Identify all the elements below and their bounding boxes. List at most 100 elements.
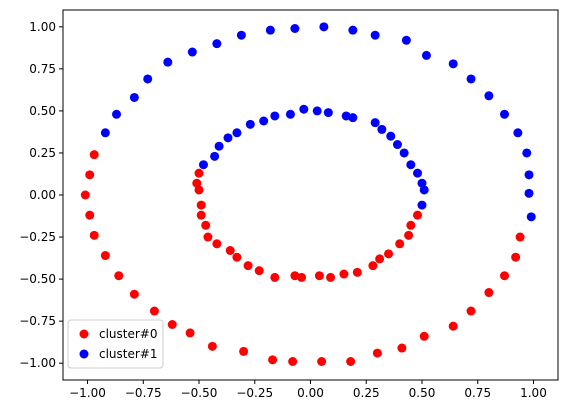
data-point: [232, 128, 242, 138]
data-point: [214, 141, 224, 151]
data-point: [524, 170, 534, 180]
x-axis-ticks: −1.00 −0.75 −0.50 −0.25 0.00 0.25 0.50 0.75 1.00: [69, 380, 547, 400]
data-point: [406, 160, 416, 170]
data-point: [413, 168, 423, 178]
data-point: [348, 25, 358, 35]
data-point: [326, 272, 336, 282]
y-tick-label: −0.50: [19, 272, 56, 286]
data-point: [377, 124, 387, 134]
data-point: [526, 212, 536, 222]
data-point: [484, 91, 494, 101]
y-tick-label: 0.25: [29, 146, 56, 160]
data-point: [268, 355, 278, 365]
data-point: [80, 190, 90, 200]
data-point: [265, 25, 275, 35]
data-point: [522, 148, 532, 158]
legend-marker: [79, 329, 89, 339]
data-point: [348, 113, 358, 123]
data-point: [212, 239, 222, 249]
data-point: [85, 210, 95, 220]
data-point: [196, 200, 206, 210]
data-point: [210, 151, 220, 161]
data-point: [370, 118, 380, 128]
legend: cluster#0 cluster#1: [67, 319, 164, 369]
data-point: [392, 140, 402, 150]
data-point: [312, 106, 322, 116]
data-point: [370, 30, 380, 40]
data-point: [239, 346, 249, 356]
data-point: [466, 306, 476, 316]
data-point: [352, 267, 362, 277]
x-tick-label: −0.50: [181, 386, 218, 400]
data-point: [386, 131, 396, 141]
data-point: [167, 320, 177, 329]
data-point: [466, 74, 476, 84]
data-point: [297, 272, 307, 282]
y-tick-label: 0.50: [29, 104, 56, 118]
data-point: [89, 150, 99, 160]
data-point: [288, 357, 298, 366]
x-tick-label: −0.75: [125, 386, 162, 400]
data-point: [285, 109, 295, 119]
data-point: [290, 24, 300, 33]
data-point: [368, 261, 378, 271]
legend-marker: [79, 349, 89, 359]
x-tick-label: 0.75: [464, 386, 491, 400]
data-point: [484, 288, 494, 298]
data-point: [187, 47, 197, 57]
data-point: [201, 220, 211, 230]
legend-box: [67, 319, 164, 369]
data-point: [270, 111, 280, 121]
data-point: [399, 148, 409, 158]
y-tick-label: 0.00: [29, 188, 56, 202]
data-point: [89, 230, 99, 240]
data-point: [421, 50, 431, 60]
data-point: [129, 92, 139, 102]
data-point: [448, 321, 458, 331]
y-tick-label: 1.00: [29, 20, 56, 34]
data-point: [499, 109, 509, 119]
data-point: [417, 200, 427, 210]
data-point: [194, 185, 204, 195]
data-point: [270, 272, 280, 282]
data-point: [198, 160, 208, 170]
data-point: [339, 269, 349, 279]
data-point: [513, 128, 523, 138]
data-point: [223, 133, 233, 143]
data-point: [515, 232, 525, 242]
data-point: [85, 170, 95, 180]
data-point: [372, 348, 382, 358]
data-point: [413, 210, 423, 220]
y-tick-label: −1.00: [19, 356, 56, 370]
data-point: [401, 35, 411, 45]
data-point: [375, 254, 385, 264]
data-point: [511, 252, 521, 262]
y-tick-label: −0.75: [19, 314, 56, 328]
x-tick-label: 0.25: [353, 386, 380, 400]
x-tick-label: −0.25: [236, 386, 273, 400]
data-point: [196, 210, 206, 220]
data-point: [317, 357, 327, 366]
data-point: [243, 261, 253, 271]
x-tick-label: −1.00: [69, 386, 106, 400]
data-point: [100, 251, 110, 261]
data-point: [406, 220, 416, 230]
data-point: [225, 246, 235, 255]
data-point: [163, 57, 173, 67]
y-tick-label: −0.25: [19, 230, 56, 244]
data-point: [323, 108, 333, 118]
data-point: [314, 271, 324, 281]
data-point: [112, 109, 122, 119]
x-tick-label: 0.50: [409, 386, 436, 400]
data-point: [114, 271, 124, 281]
data-point: [524, 188, 534, 198]
data-point: [129, 289, 139, 299]
series-cluster#1: [100, 22, 536, 222]
data-point: [384, 249, 394, 259]
x-tick-label: 0.00: [297, 386, 324, 400]
data-point: [232, 252, 242, 262]
data-point: [194, 168, 204, 178]
x-tick-label: 1.00: [520, 386, 547, 400]
data-point: [100, 128, 110, 138]
